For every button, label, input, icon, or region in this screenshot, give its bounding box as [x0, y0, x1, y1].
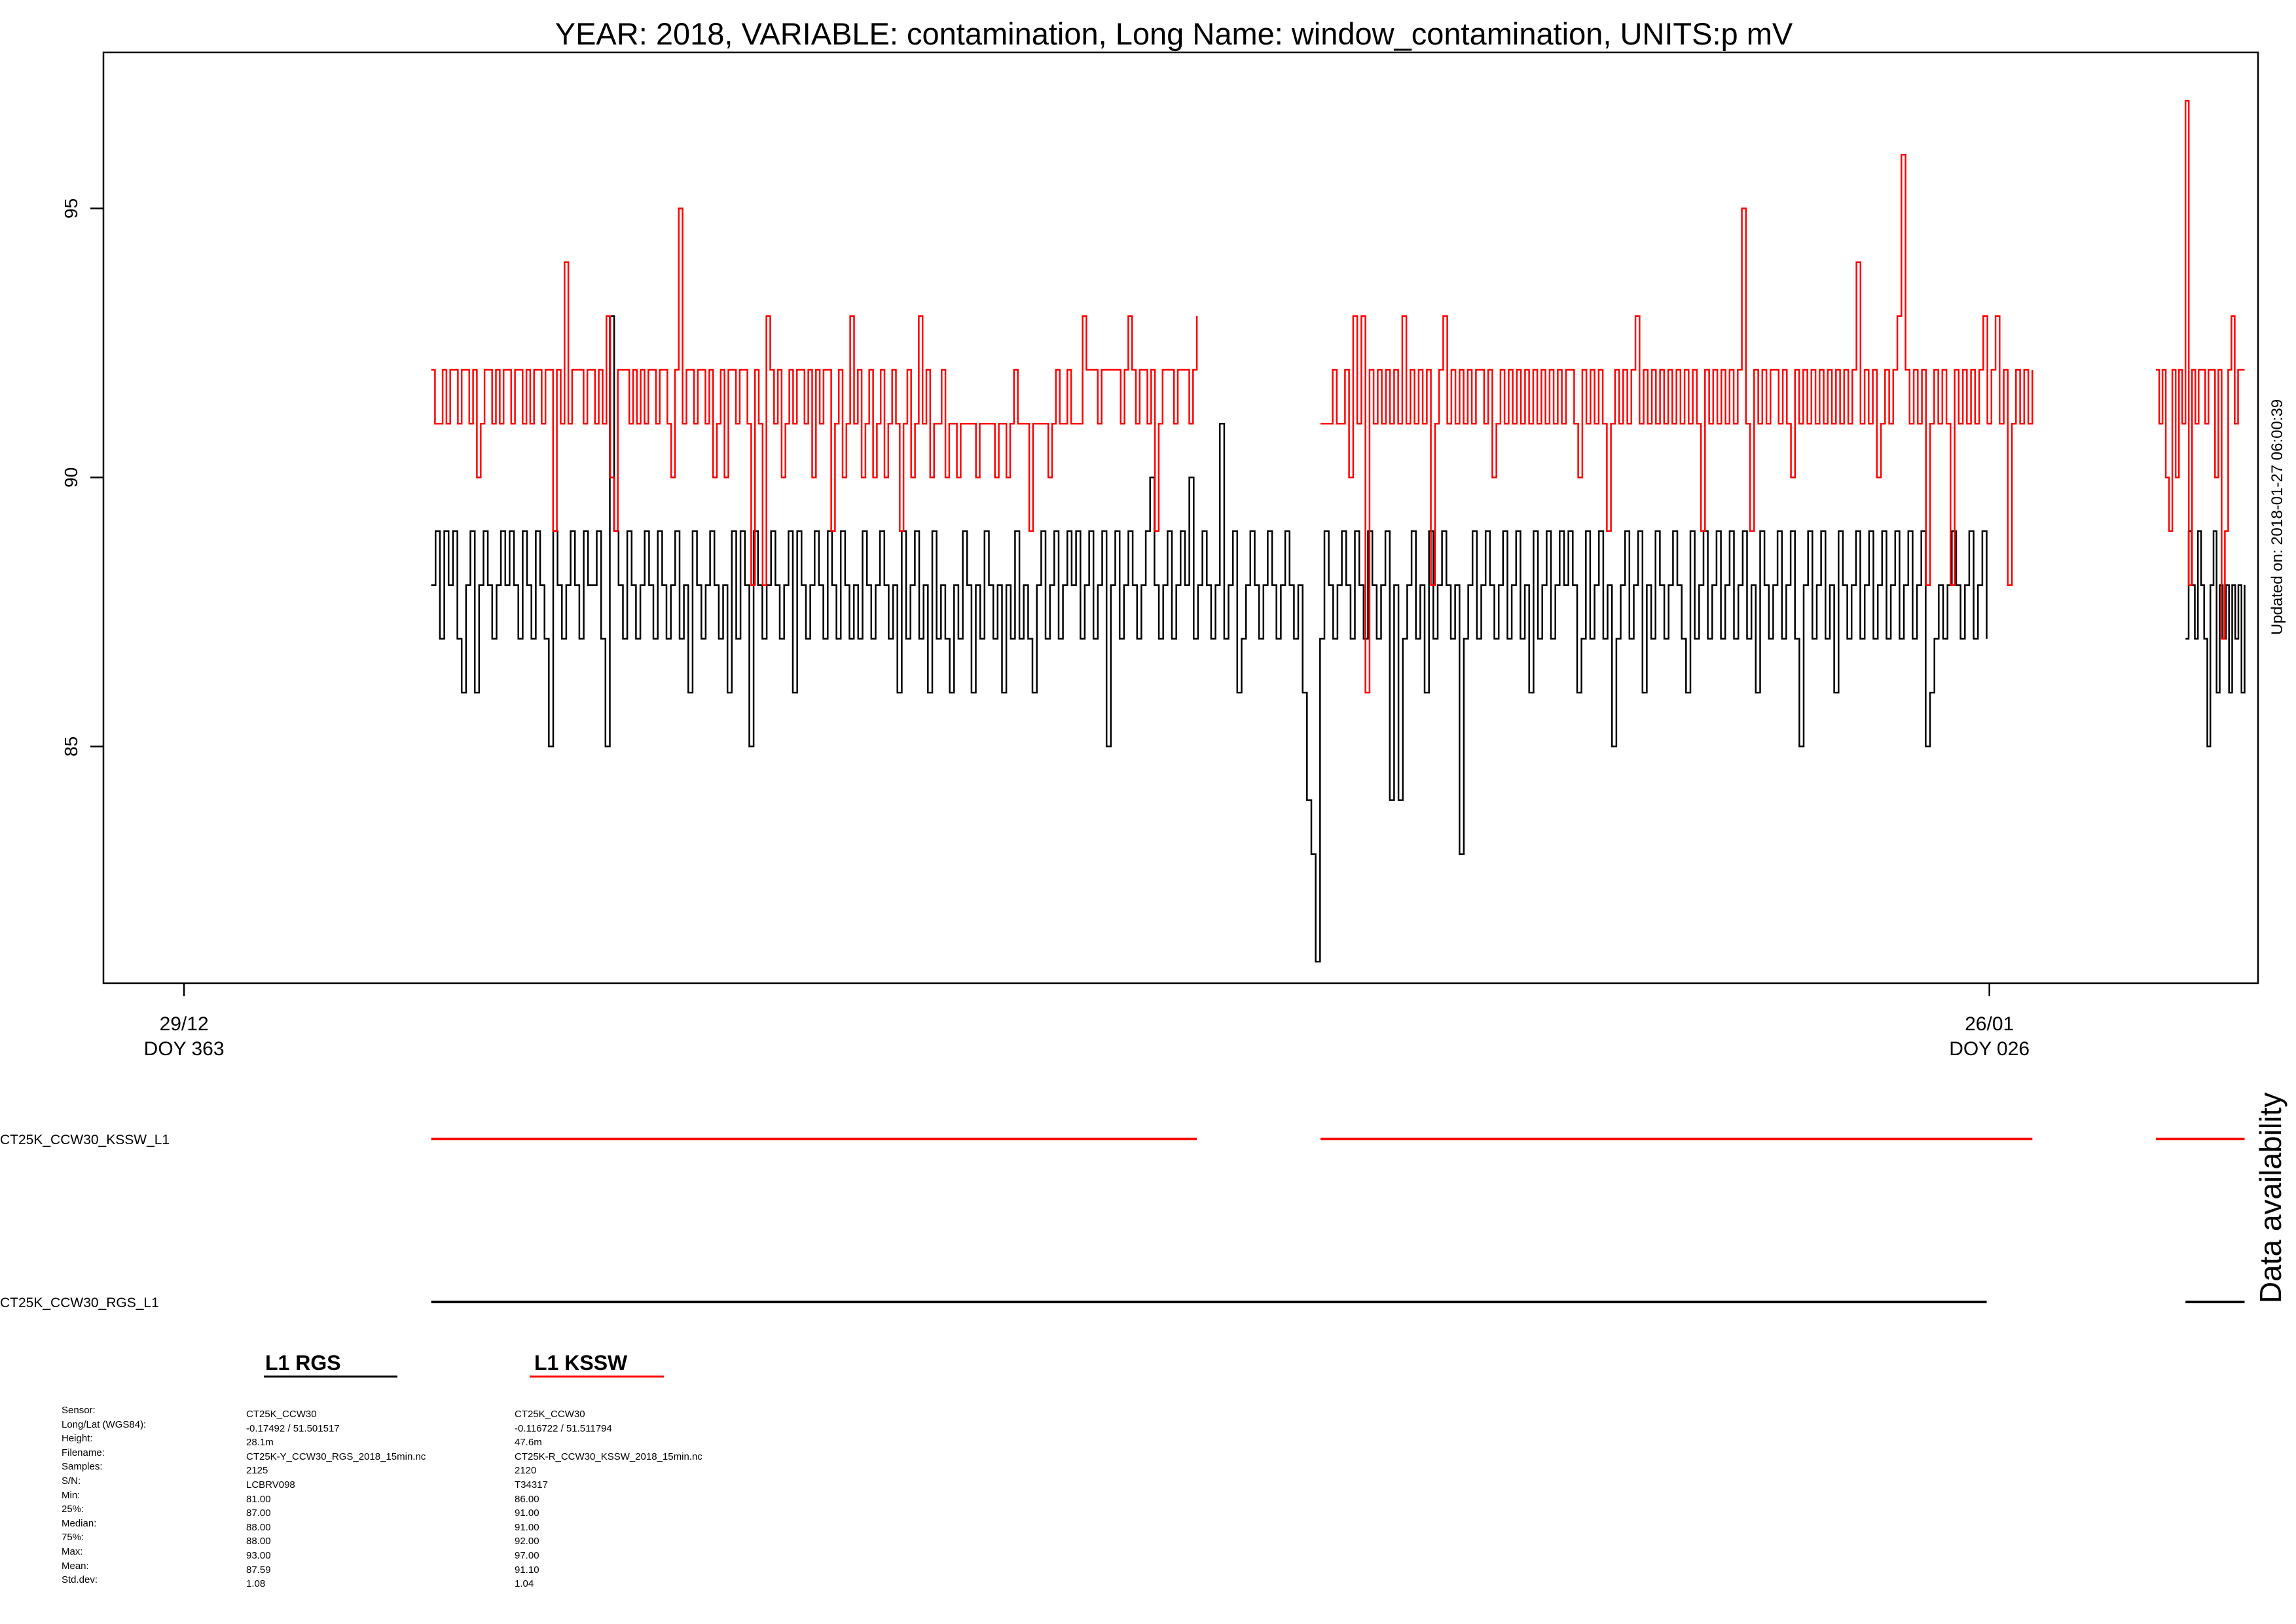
stats-label: Max: [62, 1545, 83, 1557]
updated-label: Updated on: 2018-01-27 06:00:39 [2269, 399, 2286, 635]
stats-label: Std.dev: [62, 1574, 98, 1586]
availability-label: CT25K_CCW30_KSSW_L1 [0, 1132, 170, 1147]
chart-title: YEAR: 2018, VARIABLE: contamination, Lon… [555, 16, 1793, 51]
x-tick-label: 29/12 [160, 1013, 209, 1035]
stats-label: Long/Lat (WGS84): [62, 1418, 147, 1430]
stats-label: Median: [62, 1517, 97, 1529]
stats-value-kssw: 97.00 [515, 1549, 539, 1561]
stats-value-rgs: 2125 [246, 1465, 268, 1477]
stats-value-kssw: CT25K_CCW30 [515, 1409, 585, 1420]
stats-value-rgs: 93.00 [246, 1549, 271, 1561]
stats-label: Filename: [62, 1447, 105, 1458]
stats-labels: Sensor: Long/Lat (WGS84): Height: Filename:… [62, 1403, 146, 1587]
x-axis: 29/12 DOY 363 26/01 DOY 026 [144, 983, 2030, 1060]
stats-value-rgs: 1.08 [246, 1578, 266, 1590]
stats-value-rgs: 87.59 [246, 1564, 271, 1576]
stats-value-rgs: 88.00 [246, 1521, 271, 1533]
series-layer [431, 99, 2246, 963]
stats-label: Samples: [62, 1461, 103, 1473]
y-axis: 85 90 95 [61, 198, 103, 757]
legend-label: L1 KSSW [534, 1351, 628, 1375]
stats-value-rgs: CT25K-Y_CCW30_RGS_2018_15min.nc [246, 1451, 426, 1462]
stats-value-kssw: 2120 [515, 1465, 537, 1477]
stats-label: 75%: [62, 1532, 84, 1543]
stats-label: S/N: [62, 1475, 81, 1487]
y-tick-label: 90 [61, 467, 81, 488]
legend: L1 RGS L1 KSSW [264, 1351, 664, 1378]
y-tick-label: 95 [61, 198, 81, 219]
stats-rgs: CT25K_CCW30 -0.17492 / 51.501517 28.1m CT25… [246, 1407, 426, 1591]
stats-value-rgs: CT25K_CCW30 [246, 1409, 317, 1420]
availability-title: Data availability [2253, 1092, 2287, 1303]
series-line-CT25K_CCW30_KSSW_L1 [1320, 153, 2033, 694]
series-line-CT25K_CCW30_RGS_L1 [431, 315, 1988, 963]
stats-value-rgs: -0.17492 / 51.501517 [246, 1422, 340, 1434]
stats-value-rgs: LCBRV098 [246, 1479, 295, 1490]
series-line-CT25K_CCW30_KSSW_L1 [2156, 99, 2245, 640]
stats-label: Mean: [62, 1560, 89, 1572]
stats-value-rgs: 87.00 [246, 1507, 271, 1519]
x-tick-label: 26/01 [1965, 1013, 2014, 1035]
stats-value-kssw: T34317 [515, 1479, 548, 1490]
stats-label: Min: [62, 1489, 81, 1501]
stats-label: Height: [62, 1433, 93, 1445]
stats-value-kssw: 86.00 [515, 1493, 539, 1505]
x-tick-doy-label: DOY 363 [144, 1038, 225, 1060]
stats-label: 25%: [62, 1504, 84, 1515]
stats-value-kssw: 1.04 [515, 1578, 534, 1590]
stats-value-kssw: -0.116722 / 51.511794 [515, 1422, 612, 1434]
stats-value-kssw: 91.10 [515, 1564, 539, 1576]
x-tick-doy-label: DOY 026 [1949, 1038, 2030, 1060]
stats-value-kssw: 47.6m [515, 1437, 542, 1449]
stats-kssw: CT25K_CCW30 -0.116722 / 51.511794 47.6m CT2… [515, 1407, 702, 1591]
stats-value-rgs: 81.00 [246, 1493, 271, 1505]
availability-panel: CT25K_CCW30_KSSW_L1 CT25K_CCW30_RGS_L1 [0, 1132, 2245, 1310]
availability-label: CT25K_CCW30_RGS_L1 [0, 1295, 159, 1310]
series-line-CT25K_CCW30_RGS_L1 [2185, 530, 2246, 748]
stats-value-kssw: 91.00 [515, 1521, 539, 1533]
stats-label: Sensor: [62, 1405, 96, 1416]
legend-label: L1 RGS [265, 1351, 341, 1375]
stats-value-rgs: 88.00 [246, 1536, 271, 1547]
stats-value-kssw: 91.00 [515, 1507, 539, 1519]
stats-value-rgs: 28.1m [246, 1437, 274, 1449]
plot-frame [102, 51, 2259, 984]
stats-value-kssw: CT25K-R_CCW30_KSSW_2018_15min.nc [515, 1451, 702, 1462]
stats-value-kssw: 92.00 [515, 1536, 539, 1547]
series-line-CT25K_CCW30_KSSW_L1 [431, 208, 1198, 586]
y-tick-label: 85 [61, 736, 81, 757]
